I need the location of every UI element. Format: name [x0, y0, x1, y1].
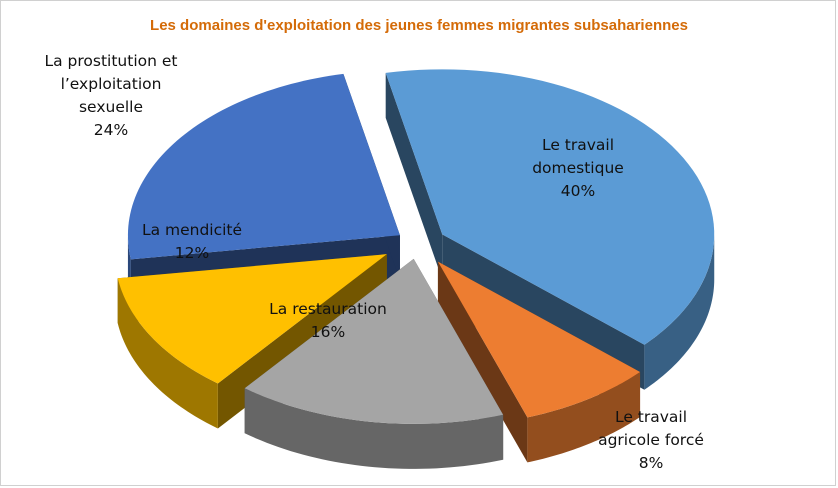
data-label-le-travail-agricole-force: Le travail agricole forcé 8%	[598, 408, 704, 472]
slice-la-mendicite	[117, 254, 387, 384]
slice-le-travail-domestique	[385, 69, 715, 345]
slice-la-restauration	[244, 258, 504, 424]
slice-le-travail-agricole-force	[437, 261, 641, 418]
data-label-la-prostitution-et-l-exploitation-sexuelle: La prostitution et l’exploitation sexuelle…	[44, 52, 177, 139]
data-label-la-mendicite: La mendicité 12%	[142, 221, 242, 262]
slice-wall-le-travail-agricole-force	[527, 371, 641, 463]
slice-side-le-travail-domestique	[385, 72, 443, 280]
data-label-la-restauration: La restauration 16%	[269, 300, 387, 341]
slice-wall-la-restauration	[244, 388, 504, 469]
data-label-value: 8%	[639, 454, 664, 472]
slice-side-le-travail-agricole-force	[437, 261, 528, 463]
slice-la-prostitution-et-l-exploitation-sexuelle	[127, 73, 400, 260]
data-label-value: 16%	[311, 323, 345, 341]
chart-title: Les domaines d'exploitation des jeunes f…	[150, 17, 688, 34]
slice-wall-le-travail-domestique	[644, 234, 715, 390]
data-label-le-travail-domestique: Le travail domestique 40%	[532, 136, 624, 200]
data-label-value: 24%	[94, 121, 128, 139]
data-label-value: 12%	[175, 244, 209, 262]
data-label-value: 40%	[561, 182, 595, 200]
slice-wall-la-mendicite	[117, 278, 218, 429]
